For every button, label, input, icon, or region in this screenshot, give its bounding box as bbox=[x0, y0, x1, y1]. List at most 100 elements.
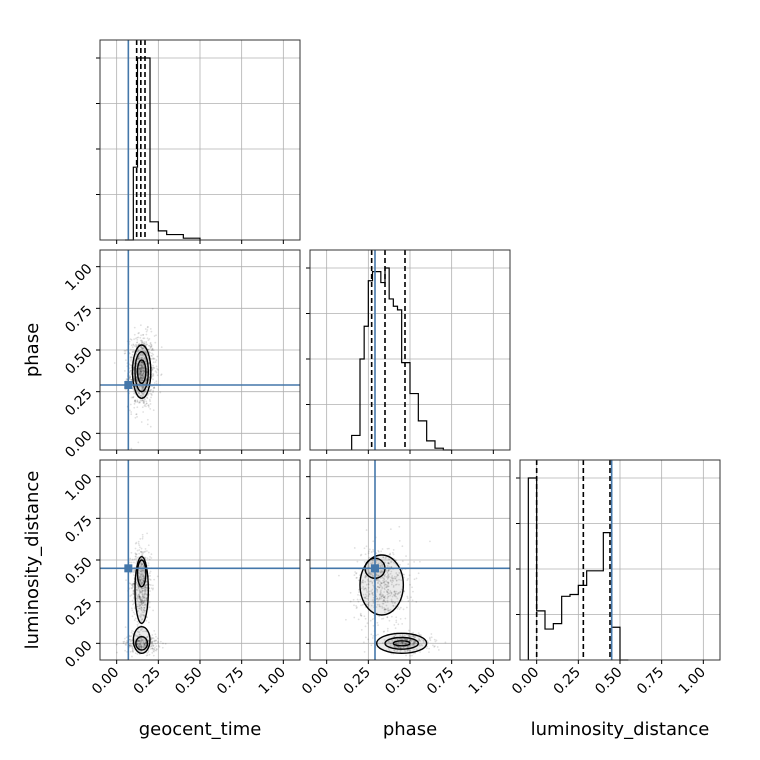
sample-point bbox=[398, 539, 401, 542]
sample-point bbox=[140, 550, 142, 553]
sample-point bbox=[365, 589, 368, 591]
panel-content bbox=[100, 460, 300, 660]
sample-point bbox=[125, 377, 128, 380]
sample-point bbox=[137, 372, 140, 375]
sample-point bbox=[129, 557, 132, 560]
sample-point bbox=[139, 574, 142, 577]
panel-pair-geocent_time-phase: 0.000.250.500.751.00 bbox=[62, 249, 301, 461]
sample-point bbox=[387, 609, 389, 612]
sample-point bbox=[387, 607, 390, 610]
sample-point bbox=[148, 370, 151, 373]
sample-point bbox=[429, 639, 432, 642]
sample-point bbox=[142, 363, 145, 366]
sample-point bbox=[132, 611, 135, 614]
sample-point bbox=[148, 606, 151, 609]
sample-point bbox=[140, 609, 143, 612]
sample-point bbox=[138, 401, 140, 404]
sample-point bbox=[372, 550, 375, 553]
sample-point bbox=[141, 628, 144, 630]
sample-point bbox=[152, 358, 155, 361]
sample-point bbox=[371, 581, 374, 583]
sample-point bbox=[149, 556, 151, 558]
sample-point bbox=[149, 389, 152, 391]
sample-point bbox=[382, 581, 385, 584]
sample-point bbox=[378, 615, 381, 618]
sample-point bbox=[387, 595, 390, 598]
sample-point bbox=[369, 619, 372, 622]
sample-point bbox=[150, 396, 152, 399]
sample-point bbox=[142, 596, 145, 599]
sample-point bbox=[395, 595, 398, 598]
sample-point bbox=[392, 600, 395, 603]
sample-point bbox=[129, 640, 132, 643]
sample-point bbox=[146, 418, 149, 421]
sample-point bbox=[139, 372, 142, 375]
sample-point bbox=[368, 590, 371, 593]
sample-point bbox=[146, 371, 148, 374]
sample-point bbox=[131, 351, 134, 354]
sample-point bbox=[141, 385, 144, 388]
sample-point bbox=[412, 635, 415, 637]
sample-point bbox=[393, 594, 396, 597]
sample-point bbox=[140, 613, 142, 616]
sample-point bbox=[128, 409, 131, 412]
sample-point bbox=[387, 576, 390, 579]
sample-point bbox=[136, 389, 139, 391]
sample-point bbox=[150, 645, 153, 648]
sample-point bbox=[386, 572, 389, 574]
sample-point bbox=[151, 369, 153, 372]
sample-point bbox=[136, 589, 139, 592]
sample-point bbox=[139, 581, 142, 584]
sample-point bbox=[130, 411, 133, 413]
sample-point bbox=[134, 401, 137, 403]
sample-point bbox=[383, 609, 386, 611]
sample-point bbox=[377, 556, 379, 559]
sample-point bbox=[378, 605, 381, 608]
sample-point bbox=[142, 347, 145, 350]
sample-point bbox=[142, 641, 145, 644]
sample-point bbox=[142, 392, 145, 395]
sample-point bbox=[420, 643, 423, 646]
sample-point bbox=[379, 598, 381, 600]
sample-point bbox=[141, 366, 144, 369]
sample-point bbox=[141, 589, 144, 592]
sample-point bbox=[124, 649, 127, 652]
sample-point bbox=[370, 590, 373, 592]
sample-point bbox=[152, 391, 154, 394]
sample-point bbox=[395, 575, 398, 578]
sample-point bbox=[387, 585, 390, 588]
sample-point bbox=[134, 399, 137, 402]
sample-point bbox=[141, 346, 144, 349]
sample-point bbox=[375, 579, 378, 581]
sample-point bbox=[142, 401, 145, 404]
sample-point bbox=[152, 387, 155, 390]
sample-point bbox=[139, 370, 142, 372]
sample-point bbox=[143, 577, 146, 580]
sample-point bbox=[419, 651, 421, 653]
sample-point bbox=[376, 585, 379, 588]
sample-point bbox=[142, 601, 145, 604]
sample-point bbox=[148, 653, 151, 656]
sample-point bbox=[378, 594, 381, 596]
sample-point bbox=[391, 579, 394, 581]
sample-point bbox=[141, 598, 144, 601]
sample-point bbox=[153, 578, 156, 581]
sample-point bbox=[147, 639, 150, 642]
sample-point bbox=[398, 608, 401, 611]
sample-point bbox=[380, 597, 383, 600]
sample-point bbox=[138, 639, 141, 642]
sample-point bbox=[367, 586, 370, 589]
sample-point bbox=[399, 642, 402, 644]
sample-point bbox=[425, 647, 428, 650]
sample-point bbox=[145, 580, 148, 583]
sample-point bbox=[141, 600, 143, 603]
sample-point bbox=[139, 369, 142, 371]
sample-point bbox=[143, 646, 145, 649]
sample-point bbox=[140, 606, 143, 609]
sample-point bbox=[151, 355, 153, 357]
sample-point bbox=[399, 563, 401, 566]
sample-point bbox=[150, 330, 153, 333]
sample-point bbox=[145, 597, 148, 600]
sample-point bbox=[141, 378, 144, 381]
sample-point bbox=[138, 366, 141, 369]
